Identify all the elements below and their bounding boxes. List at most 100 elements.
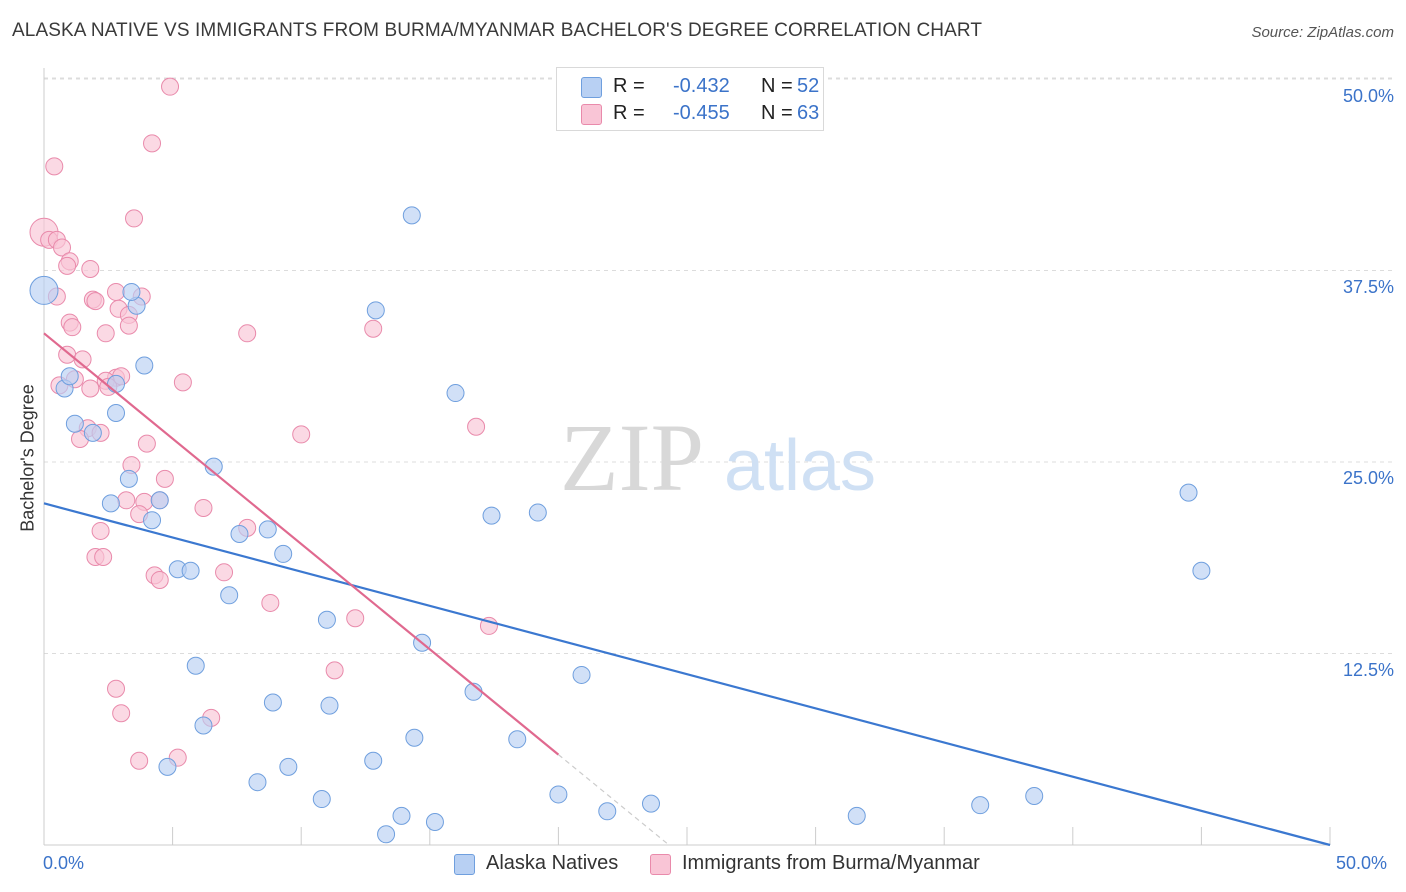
alaska-natives-point [150, 491, 169, 510]
alaska-natives-point [122, 282, 141, 301]
alaska-natives-point [230, 525, 249, 544]
alaska-natives-point [186, 656, 205, 675]
alaska-natives-point [366, 301, 385, 320]
alaska-natives-point [1025, 786, 1044, 805]
immigrants-burma-point [117, 491, 136, 510]
watermark: ZIP atlas [560, 404, 876, 511]
immigrants-burma-point [45, 157, 64, 176]
immigrants-burma-point [125, 209, 144, 228]
immigrants-burma-point [58, 256, 77, 275]
trend-extension-immigrants-burma [558, 754, 670, 846]
axes [43, 68, 1331, 846]
alaska-natives-point [194, 716, 213, 735]
alaska-natives-point [143, 511, 162, 530]
immigrants-burma-point [261, 593, 280, 612]
y-axis-label: Bachelor's Degree [17, 384, 38, 532]
y-tick-37-5: 37.5% [1342, 277, 1394, 297]
alaska-natives-point [320, 696, 339, 715]
n-label: N = [761, 102, 793, 124]
watermark-zip: ZIP [560, 404, 704, 511]
alaska-natives-point [1179, 483, 1198, 502]
immigrants-burma-point [238, 324, 257, 343]
alaska-natives-point [258, 520, 277, 539]
immigrants-burma-point [119, 316, 138, 335]
alaska-natives-point [248, 773, 267, 792]
alaska-natives-point [402, 206, 421, 225]
immigrants-burma-point [96, 324, 115, 343]
alaska-natives-point [312, 790, 331, 809]
alaska-natives-point [598, 802, 617, 821]
pink-swatch [581, 104, 602, 125]
trend-line-alaska-natives [43, 502, 1331, 847]
immigrants-burma-point [107, 679, 126, 698]
alaska-natives-point [405, 728, 424, 747]
alaska-natives-point [119, 469, 138, 488]
immigrants-burma-point [325, 661, 344, 680]
trend-line-immigrants-burma [43, 332, 560, 756]
pink-swatch [650, 854, 671, 875]
immigrants-burma-point [346, 609, 365, 628]
alaska-natives-point [83, 423, 102, 442]
r-label: R = [613, 102, 645, 124]
alaska-natives-point [135, 356, 154, 375]
alaska-natives-point [220, 586, 239, 605]
immigrants-burma-point [81, 379, 100, 398]
trend-lines [43, 332, 1331, 847]
alaska-natives-point [1192, 561, 1211, 580]
immigrants-burma-point [91, 521, 110, 540]
alaska-natives-point [364, 751, 383, 770]
r-value: -0.455 [673, 102, 730, 124]
chart-title: ALASKA NATIVE VS IMMIGRANTS FROM BURMA/M… [12, 20, 983, 41]
immigrants-burma-point [81, 259, 100, 278]
alaska-natives-point [279, 757, 298, 776]
immigrants-burma-point [173, 373, 192, 392]
immigrants-burma-point [161, 77, 180, 96]
alaska-natives-point [158, 757, 177, 776]
alaska-natives-point [549, 785, 568, 804]
source-label: Source: ZipAtlas.com [1251, 24, 1394, 41]
immigrants-burma-point [86, 292, 105, 311]
blue-swatch [581, 77, 602, 98]
immigrants-burma-point [215, 563, 234, 582]
alaska-natives-point [181, 561, 200, 580]
alaska-natives-point [425, 813, 444, 832]
alaska-natives-point [317, 610, 336, 629]
alaska-natives-point [107, 403, 126, 422]
r-value: -0.432 [673, 75, 730, 97]
alaska-natives-point [641, 794, 660, 813]
immigrants-burma-point [112, 704, 131, 723]
alaska-natives-point [392, 806, 411, 825]
alaska-natives-point [446, 384, 465, 403]
immigrants-burma-point [467, 417, 486, 436]
x-tick-0: 0.0% [43, 853, 85, 873]
alaska-natives-point [847, 806, 866, 825]
immigrants-burma-point [155, 469, 174, 488]
legend-label: Immigrants from Burma/Myanmar [682, 852, 980, 874]
immigrants-burma-point [94, 547, 113, 566]
n-value: 52 [797, 75, 820, 97]
immigrants-burma-point [53, 238, 72, 257]
alaska-natives-point [508, 730, 527, 749]
alaska-natives-point [60, 367, 79, 386]
alaska-natives-point [274, 544, 293, 563]
legend-label: Alaska Natives [486, 852, 619, 874]
alaska-natives-point [101, 494, 120, 513]
series-alaska-natives-points [29, 206, 1211, 844]
r-label: R = [613, 75, 645, 97]
grid-lines [44, 77, 1395, 654]
alaska-natives-point [107, 374, 126, 393]
immigrants-burma-point [137, 434, 156, 453]
immigrants-burma-point [63, 318, 82, 337]
series-legend: Alaska Natives Immigrants from Burma/Mya… [0, 852, 1406, 878]
immigrants-burma-point [143, 134, 162, 153]
immigrants-burma-point [150, 570, 169, 589]
x-tick-50: 50.0% [1336, 853, 1388, 873]
alaska-natives-point [29, 275, 59, 305]
n-value: 63 [797, 102, 820, 124]
immigrants-burma-point [107, 282, 126, 301]
alaska-natives-point [65, 414, 84, 433]
alaska-natives-point [528, 503, 547, 522]
alaska-natives-point [572, 665, 591, 684]
alaska-natives-point [377, 825, 396, 844]
